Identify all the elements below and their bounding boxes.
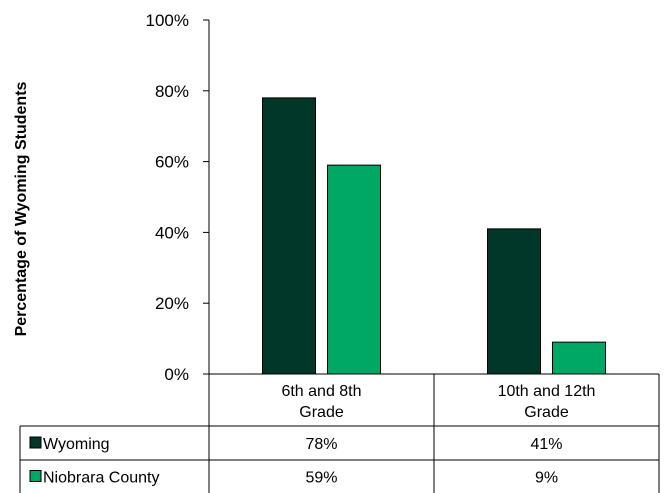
y-tick-label: 80% <box>155 82 189 101</box>
y-tick-label: 20% <box>155 294 189 313</box>
y-tick-label: 60% <box>155 153 189 172</box>
y-tick-label: 100% <box>146 11 189 30</box>
data-table-value: 59% <box>305 470 337 487</box>
data-table-value: 9% <box>535 470 558 487</box>
bar-2-1 <box>327 164 381 375</box>
data-table-value: 41% <box>530 436 562 453</box>
bar-1-2 <box>487 228 541 375</box>
y-axis-title: Percentage of Wyoming Students <box>13 81 30 336</box>
x-category-label: Grade <box>524 404 569 421</box>
legend-series-name: Niobrara County <box>43 470 160 487</box>
bar-2-2 <box>552 341 606 375</box>
bar-1-1 <box>262 97 316 375</box>
y-tick-label: 0% <box>164 365 189 384</box>
x-category-label: 6th and 8th <box>281 383 361 400</box>
x-category-label: 10th and 12th <box>498 383 596 400</box>
x-category-label: Grade <box>299 404 344 421</box>
legend-series-name: Wyoming <box>43 436 110 453</box>
y-tick-label: 40% <box>155 223 189 242</box>
data-table-value: 78% <box>305 436 337 453</box>
legend-key-1 <box>29 436 42 449</box>
legend-key-2 <box>29 470 42 482</box>
